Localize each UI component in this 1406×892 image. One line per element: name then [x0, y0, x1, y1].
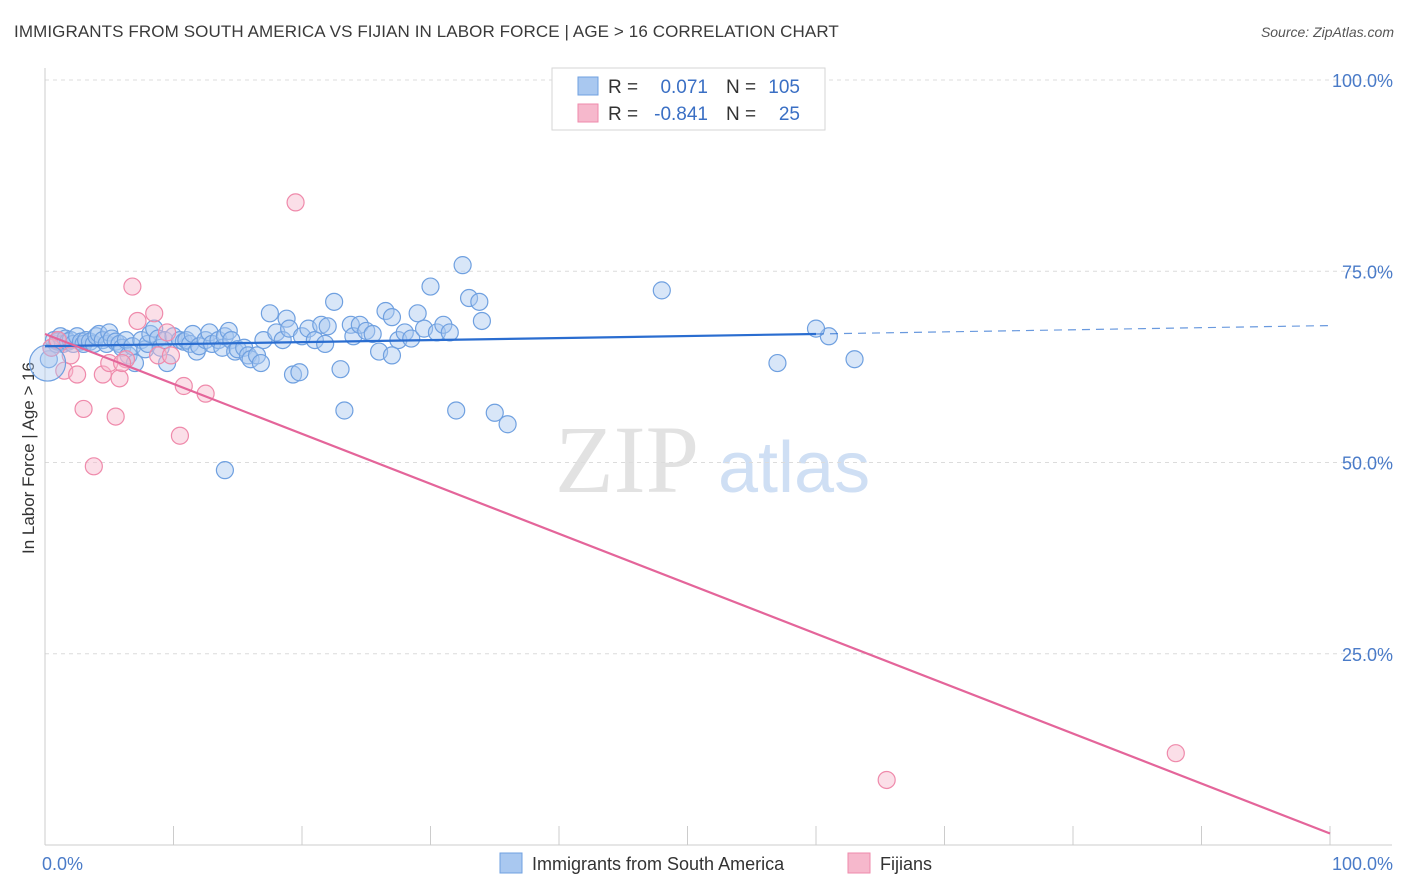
bottom-legend-label-pink: Fijians [880, 854, 932, 874]
point-south-america [39, 350, 58, 369]
point-south-america [408, 304, 427, 323]
trend-lines [44, 324, 1331, 835]
legend-r-value-2: -0.841 [654, 104, 708, 125]
point-south-america [335, 401, 354, 420]
bottom-legend: Immigrants from South America Fijians [499, 852, 932, 874]
point-fijian [123, 277, 142, 296]
legend-n-value-1: 105 [768, 77, 800, 98]
bottom-legend-swatch-blue [499, 852, 523, 874]
bottom-legend-label-blue: Immigrants from South America [532, 854, 785, 874]
y-tick-labels: 25.0% 50.0% 75.0% 100.0% [1332, 71, 1393, 665]
point-fijian [74, 399, 93, 419]
point-south-america [273, 331, 292, 350]
point-south-america [318, 317, 337, 336]
point-south-america [472, 311, 491, 331]
bottom-legend-swatch-pink [847, 852, 871, 874]
point-south-america [459, 288, 479, 308]
point-south-america [440, 323, 459, 342]
point-south-america [251, 353, 270, 373]
y-tick-label: 100.0% [1332, 71, 1393, 91]
point-south-america [485, 403, 504, 422]
legend-n-label-2: N = [726, 104, 756, 125]
point-south-america [382, 346, 402, 365]
x-tick-labels: 0.0% 100.0% [42, 854, 1393, 874]
point-south-america [402, 329, 421, 348]
point-fijian [128, 311, 147, 331]
trend-line-fijians [44, 332, 1331, 835]
point-fijian [157, 323, 177, 342]
x-tick-label-start: 0.0% [42, 854, 83, 874]
x-tick-label-end: 100.0% [1332, 854, 1393, 874]
point-fijian [110, 369, 129, 388]
point-fijian [286, 193, 305, 212]
point-south-america [447, 401, 466, 420]
point-south-america [363, 324, 382, 344]
point-fijian [1166, 744, 1185, 763]
point-south-america [325, 292, 344, 311]
point-south-america [652, 281, 671, 300]
legend-r-label-1: R = [608, 77, 638, 98]
point-south-america-large [28, 344, 67, 382]
point-south-america [806, 319, 826, 338]
point-south-america [228, 340, 247, 359]
legend-r-value-1: 0.071 [660, 77, 708, 98]
gridlines [45, 79, 1392, 655]
point-fijian [68, 365, 87, 384]
point-south-america [312, 315, 331, 334]
point-fijian [148, 346, 168, 365]
point-fijian [106, 407, 125, 426]
legend-r-label-2: R = [608, 104, 638, 125]
scatter-points [28, 193, 1185, 790]
point-south-america [470, 292, 489, 311]
trend-line-south-america [44, 332, 817, 348]
point-south-america [498, 415, 517, 434]
point-south-america [215, 461, 234, 480]
point-fijian [161, 346, 181, 365]
point-south-america [305, 331, 324, 350]
watermark-zip: ZIP [555, 406, 699, 513]
point-fijian [877, 770, 896, 790]
legend-swatch-blue [577, 76, 599, 96]
point-fijian [84, 457, 103, 476]
point-south-america [290, 363, 309, 382]
point-south-america [768, 353, 787, 373]
legend-n-label-1: N = [726, 77, 756, 98]
point-south-america [331, 360, 350, 379]
point-south-america [260, 304, 279, 323]
point-fijian [145, 304, 164, 323]
y-tick-label: 50.0% [1342, 454, 1393, 474]
watermark-atlas: atlas [718, 428, 870, 508]
trend-line-south-america-extension [815, 324, 1331, 335]
point-fijian [170, 426, 190, 445]
y-tick-label: 75.0% [1342, 262, 1393, 282]
chart-title: IMMIGRANTS FROM SOUTH AMERICA VS FIJIAN … [14, 22, 839, 41]
legend-n-value-2: 25 [779, 104, 800, 125]
legend-box: R = 0.071 N = 105 R = -0.841 N = 25 [551, 67, 826, 131]
point-south-america [421, 277, 440, 296]
point-south-america [453, 256, 472, 275]
point-south-america [382, 308, 402, 327]
chart-source: Source: ZipAtlas.com [1260, 24, 1394, 40]
point-south-america [845, 350, 864, 369]
point-south-america [316, 334, 335, 354]
legend-swatch-pink [577, 103, 599, 123]
y-tick-label: 25.0% [1342, 645, 1393, 665]
axes [44, 68, 1392, 846]
y-axis-label: In Labor Force | Age > 16 [19, 362, 38, 554]
